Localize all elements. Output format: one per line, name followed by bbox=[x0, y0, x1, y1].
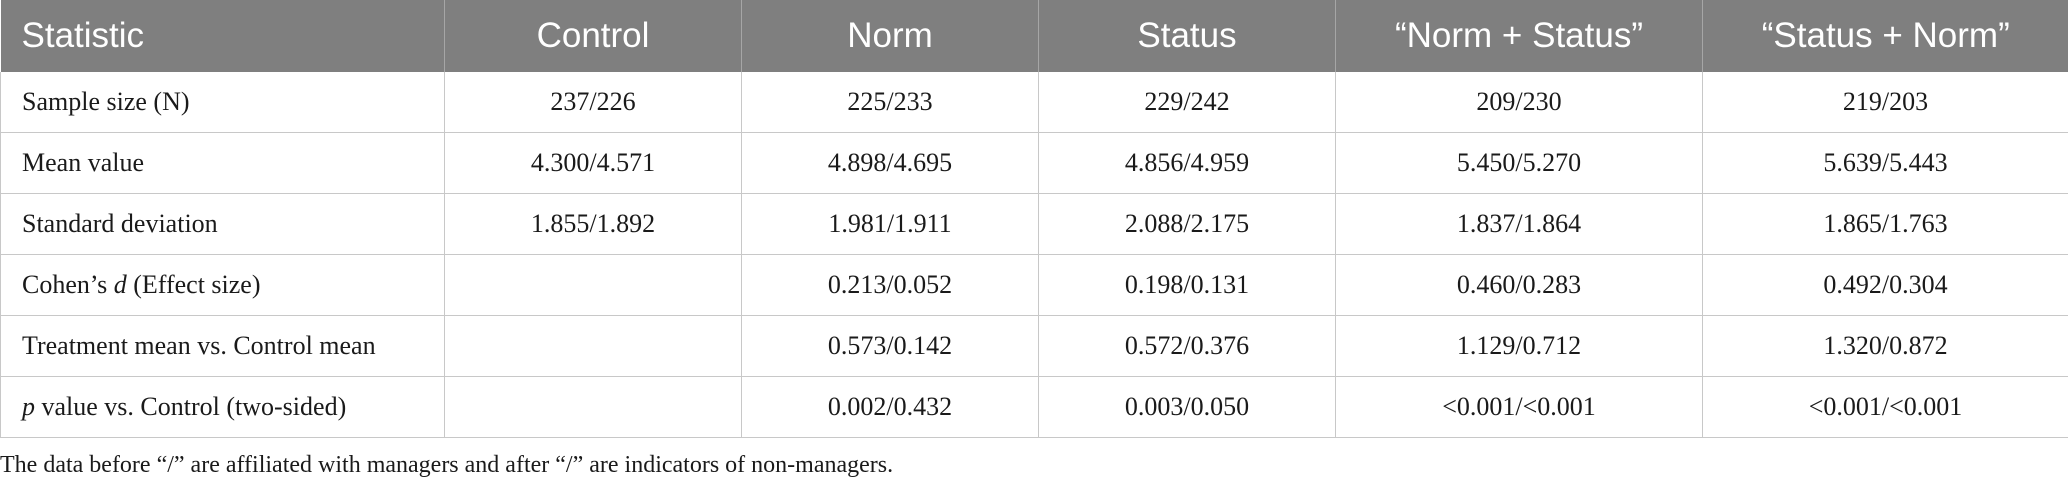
row-label-italic: p bbox=[22, 392, 35, 421]
cell-control: 237/226 bbox=[444, 72, 742, 133]
cell-status-plus-norm: 5.639/5.443 bbox=[1702, 132, 2068, 194]
cell-norm-plus-status: 0.460/0.283 bbox=[1335, 254, 1703, 316]
cell-norm: 0.213/0.052 bbox=[741, 254, 1039, 316]
table-row: Standard deviation 1.855/1.892 1.981/1.9… bbox=[0, 193, 2068, 255]
cell-status-plus-norm: 0.492/0.304 bbox=[1702, 254, 2068, 316]
cell-control: 4.300/4.571 bbox=[444, 132, 742, 194]
cell-control bbox=[444, 254, 742, 316]
cell-norm-plus-status: <0.001/<0.001 bbox=[1335, 376, 1703, 438]
header-status-plus-norm: “Status + Norm” bbox=[1702, 0, 2068, 72]
table-footnote: The data before “/” are affiliated with … bbox=[0, 452, 894, 478]
row-label-italic: d bbox=[113, 270, 127, 299]
row-label: Mean value bbox=[0, 132, 445, 194]
cell-norm: 0.002/0.432 bbox=[741, 376, 1039, 438]
table-row: Cohen’s d (Effect size) 0.213/0.052 0.19… bbox=[0, 254, 2068, 316]
cell-status: 0.572/0.376 bbox=[1038, 315, 1336, 377]
header-statistic: Statistic bbox=[0, 0, 445, 72]
row-label-text: Sample size (N) bbox=[22, 87, 190, 116]
cell-control: 1.855/1.892 bbox=[444, 193, 742, 255]
row-label: Cohen’s d (Effect size) bbox=[0, 254, 445, 316]
row-label: p value vs. Control (two-sided) bbox=[0, 376, 445, 438]
row-label-text: Standard deviation bbox=[22, 209, 218, 238]
row-label-suffix: value vs. Control (two-sided) bbox=[35, 392, 347, 421]
row-label-text: Treatment mean vs. Control mean bbox=[22, 331, 376, 360]
cell-norm-plus-status: 209/230 bbox=[1335, 72, 1703, 133]
row-label: Standard deviation bbox=[0, 193, 445, 255]
row-label: Sample size (N) bbox=[0, 72, 445, 133]
cell-norm: 1.981/1.911 bbox=[741, 193, 1039, 255]
cell-control bbox=[444, 376, 742, 438]
cell-control bbox=[444, 315, 742, 377]
cell-status-plus-norm: <0.001/<0.001 bbox=[1702, 376, 2068, 438]
header-status: Status bbox=[1038, 0, 1336, 72]
cell-norm-plus-status: 5.450/5.270 bbox=[1335, 132, 1703, 194]
header-norm: Norm bbox=[741, 0, 1039, 72]
header-row: Statistic Control Norm Status “Norm + St… bbox=[0, 0, 2068, 72]
cell-status-plus-norm: 1.320/0.872 bbox=[1702, 315, 2068, 377]
cell-norm: 225/233 bbox=[741, 72, 1039, 133]
cell-norm: 0.573/0.142 bbox=[741, 315, 1039, 377]
table-row: Mean value 4.300/4.571 4.898/4.695 4.856… bbox=[0, 132, 2068, 194]
header-norm-plus-status: “Norm + Status” bbox=[1335, 0, 1703, 72]
row-label-text: Cohen’s bbox=[22, 270, 114, 299]
cell-status-plus-norm: 219/203 bbox=[1702, 72, 2068, 133]
cell-norm: 4.898/4.695 bbox=[741, 132, 1039, 194]
table-row: Sample size (N) 237/226 225/233 229/242 … bbox=[0, 72, 2068, 133]
statistics-table-container: Statistic Control Norm Status “Norm + St… bbox=[0, 0, 2068, 438]
header-control: Control bbox=[444, 0, 742, 72]
cell-norm-plus-status: 1.837/1.864 bbox=[1335, 193, 1703, 255]
row-label-suffix: (Effect size) bbox=[126, 270, 261, 299]
cell-norm-plus-status: 1.129/0.712 bbox=[1335, 315, 1703, 377]
cell-status: 229/242 bbox=[1038, 72, 1336, 133]
cell-status: 2.088/2.175 bbox=[1038, 193, 1336, 255]
cell-status-plus-norm: 1.865/1.763 bbox=[1702, 193, 2068, 255]
row-label: Treatment mean vs. Control mean bbox=[0, 315, 445, 377]
table-row: p value vs. Control (two-sided) 0.002/0.… bbox=[0, 376, 2068, 438]
cell-status: 4.856/4.959 bbox=[1038, 132, 1336, 194]
row-label-text: Mean value bbox=[22, 148, 145, 177]
table-row: Treatment mean vs. Control mean 0.573/0.… bbox=[0, 315, 2068, 377]
cell-status: 0.198/0.131 bbox=[1038, 254, 1336, 316]
statistics-table: Statistic Control Norm Status “Norm + St… bbox=[0, 0, 2068, 438]
cell-status: 0.003/0.050 bbox=[1038, 376, 1336, 438]
